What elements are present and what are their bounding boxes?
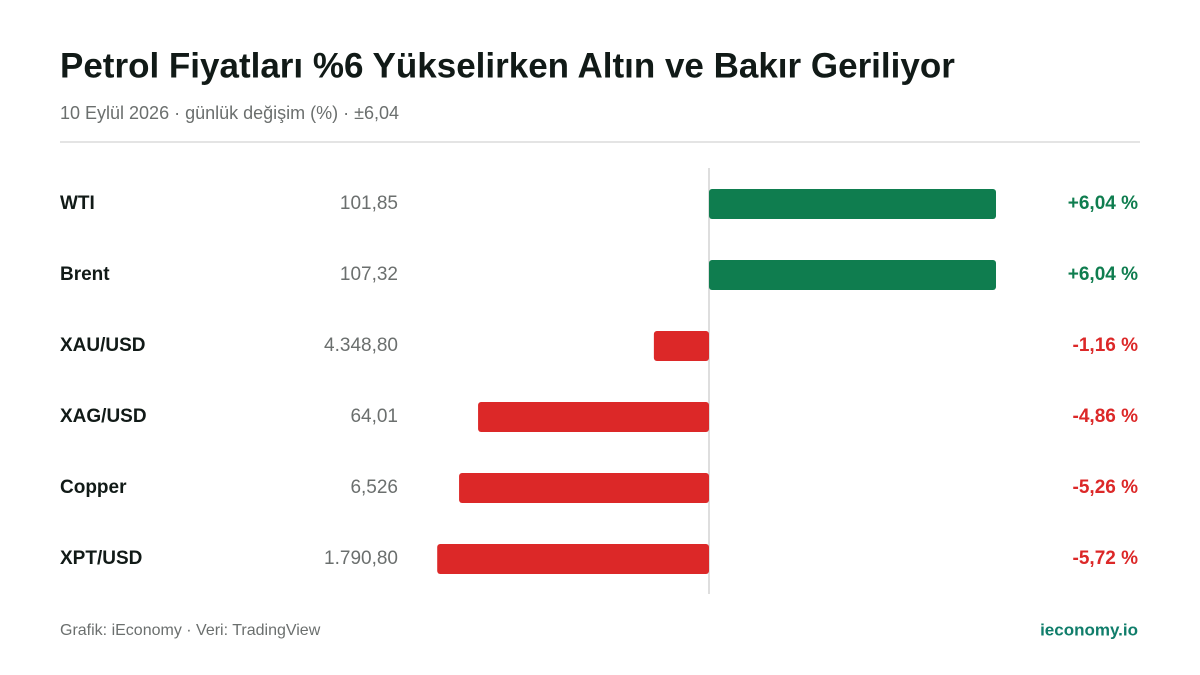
price-label: 1.790,80 [324, 548, 398, 569]
bar [437, 544, 709, 574]
bar [709, 189, 996, 219]
bar [653, 331, 709, 361]
category-label: Copper [60, 477, 127, 498]
category-label: WTI [60, 193, 95, 214]
value-label: +6,04 % [1068, 193, 1138, 214]
brand: ieconomy.io [1040, 620, 1138, 639]
source-note: Grafik: iEconomy · Veri: TradingView [60, 622, 321, 639]
price-label: 101,85 [340, 193, 398, 214]
bar [459, 473, 709, 503]
value-label: -5,26 % [1073, 477, 1139, 498]
chart-subtitle: 10 Eylül 2026 · günlük değişim (%) · ±6,… [60, 103, 399, 123]
price-label: 107,32 [340, 264, 398, 285]
category-label: XAG/USD [60, 406, 147, 427]
bar [478, 402, 709, 432]
value-label: +6,04 % [1068, 264, 1138, 285]
category-label: XPT/USD [60, 548, 142, 569]
price-label: 4.348,80 [324, 335, 398, 356]
chart-title: Petrol Fiyatları %6 Yükselirken Altın ve… [60, 46, 955, 85]
category-label: Brent [60, 264, 110, 285]
value-label: -1,16 % [1073, 335, 1139, 356]
category-label: XAU/USD [60, 335, 146, 356]
price-label: 6,526 [350, 477, 398, 498]
price-label: 64,01 [350, 406, 398, 427]
value-label: -4,86 % [1073, 406, 1139, 427]
value-label: -5,72 % [1073, 548, 1139, 569]
bar [709, 260, 996, 290]
